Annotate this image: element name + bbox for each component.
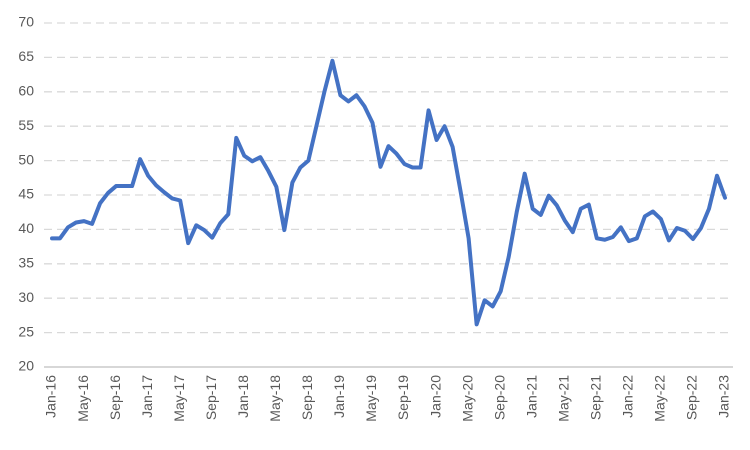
x-tick-label: Sep-18 xyxy=(299,375,315,420)
x-tick-label: Sep-16 xyxy=(107,375,123,420)
x-tick-label: May-19 xyxy=(363,375,379,422)
y-tick-label: 25 xyxy=(18,323,34,339)
x-tick-label: Jan-19 xyxy=(331,375,347,418)
x-tick-label: Sep-22 xyxy=(684,375,700,420)
y-tick-label: 40 xyxy=(18,220,34,236)
x-tick-label: May-16 xyxy=(75,375,91,422)
x-tick-label: May-20 xyxy=(459,375,475,422)
y-tick-label: 30 xyxy=(18,289,34,305)
x-tick-label: Sep-20 xyxy=(491,375,507,420)
x-tick-label: May-21 xyxy=(555,375,571,422)
x-tick-label: Jan-16 xyxy=(43,375,59,418)
y-tick-label: 35 xyxy=(18,255,34,271)
x-tick-label: Jan-20 xyxy=(427,375,443,418)
y-tick-label: 70 xyxy=(18,14,34,30)
y-tick-label: 20 xyxy=(18,358,34,374)
y-tick-label: 45 xyxy=(18,186,34,202)
x-tick-label: Jan-22 xyxy=(620,375,636,418)
y-tick-label: 65 xyxy=(18,48,34,64)
x-tick-label: Sep-21 xyxy=(588,375,604,420)
x-tick-label: Jan-17 xyxy=(139,375,155,418)
x-tick-label: Jan-18 xyxy=(235,375,251,418)
x-tick-label: May-22 xyxy=(652,375,668,422)
x-tick-label: Jan-21 xyxy=(523,375,539,418)
line-series xyxy=(50,58,727,327)
x-tick-label: Jan-23 xyxy=(716,375,732,418)
x-tick-label: Sep-17 xyxy=(203,375,219,420)
x-tick-label: Sep-19 xyxy=(395,375,411,420)
x-tick-label: May-17 xyxy=(171,375,187,422)
y-tick-label: 50 xyxy=(18,151,34,167)
y-tick-label: 55 xyxy=(18,117,34,133)
x-tick-label: May-18 xyxy=(267,375,283,422)
y-tick-label: 60 xyxy=(18,83,34,99)
